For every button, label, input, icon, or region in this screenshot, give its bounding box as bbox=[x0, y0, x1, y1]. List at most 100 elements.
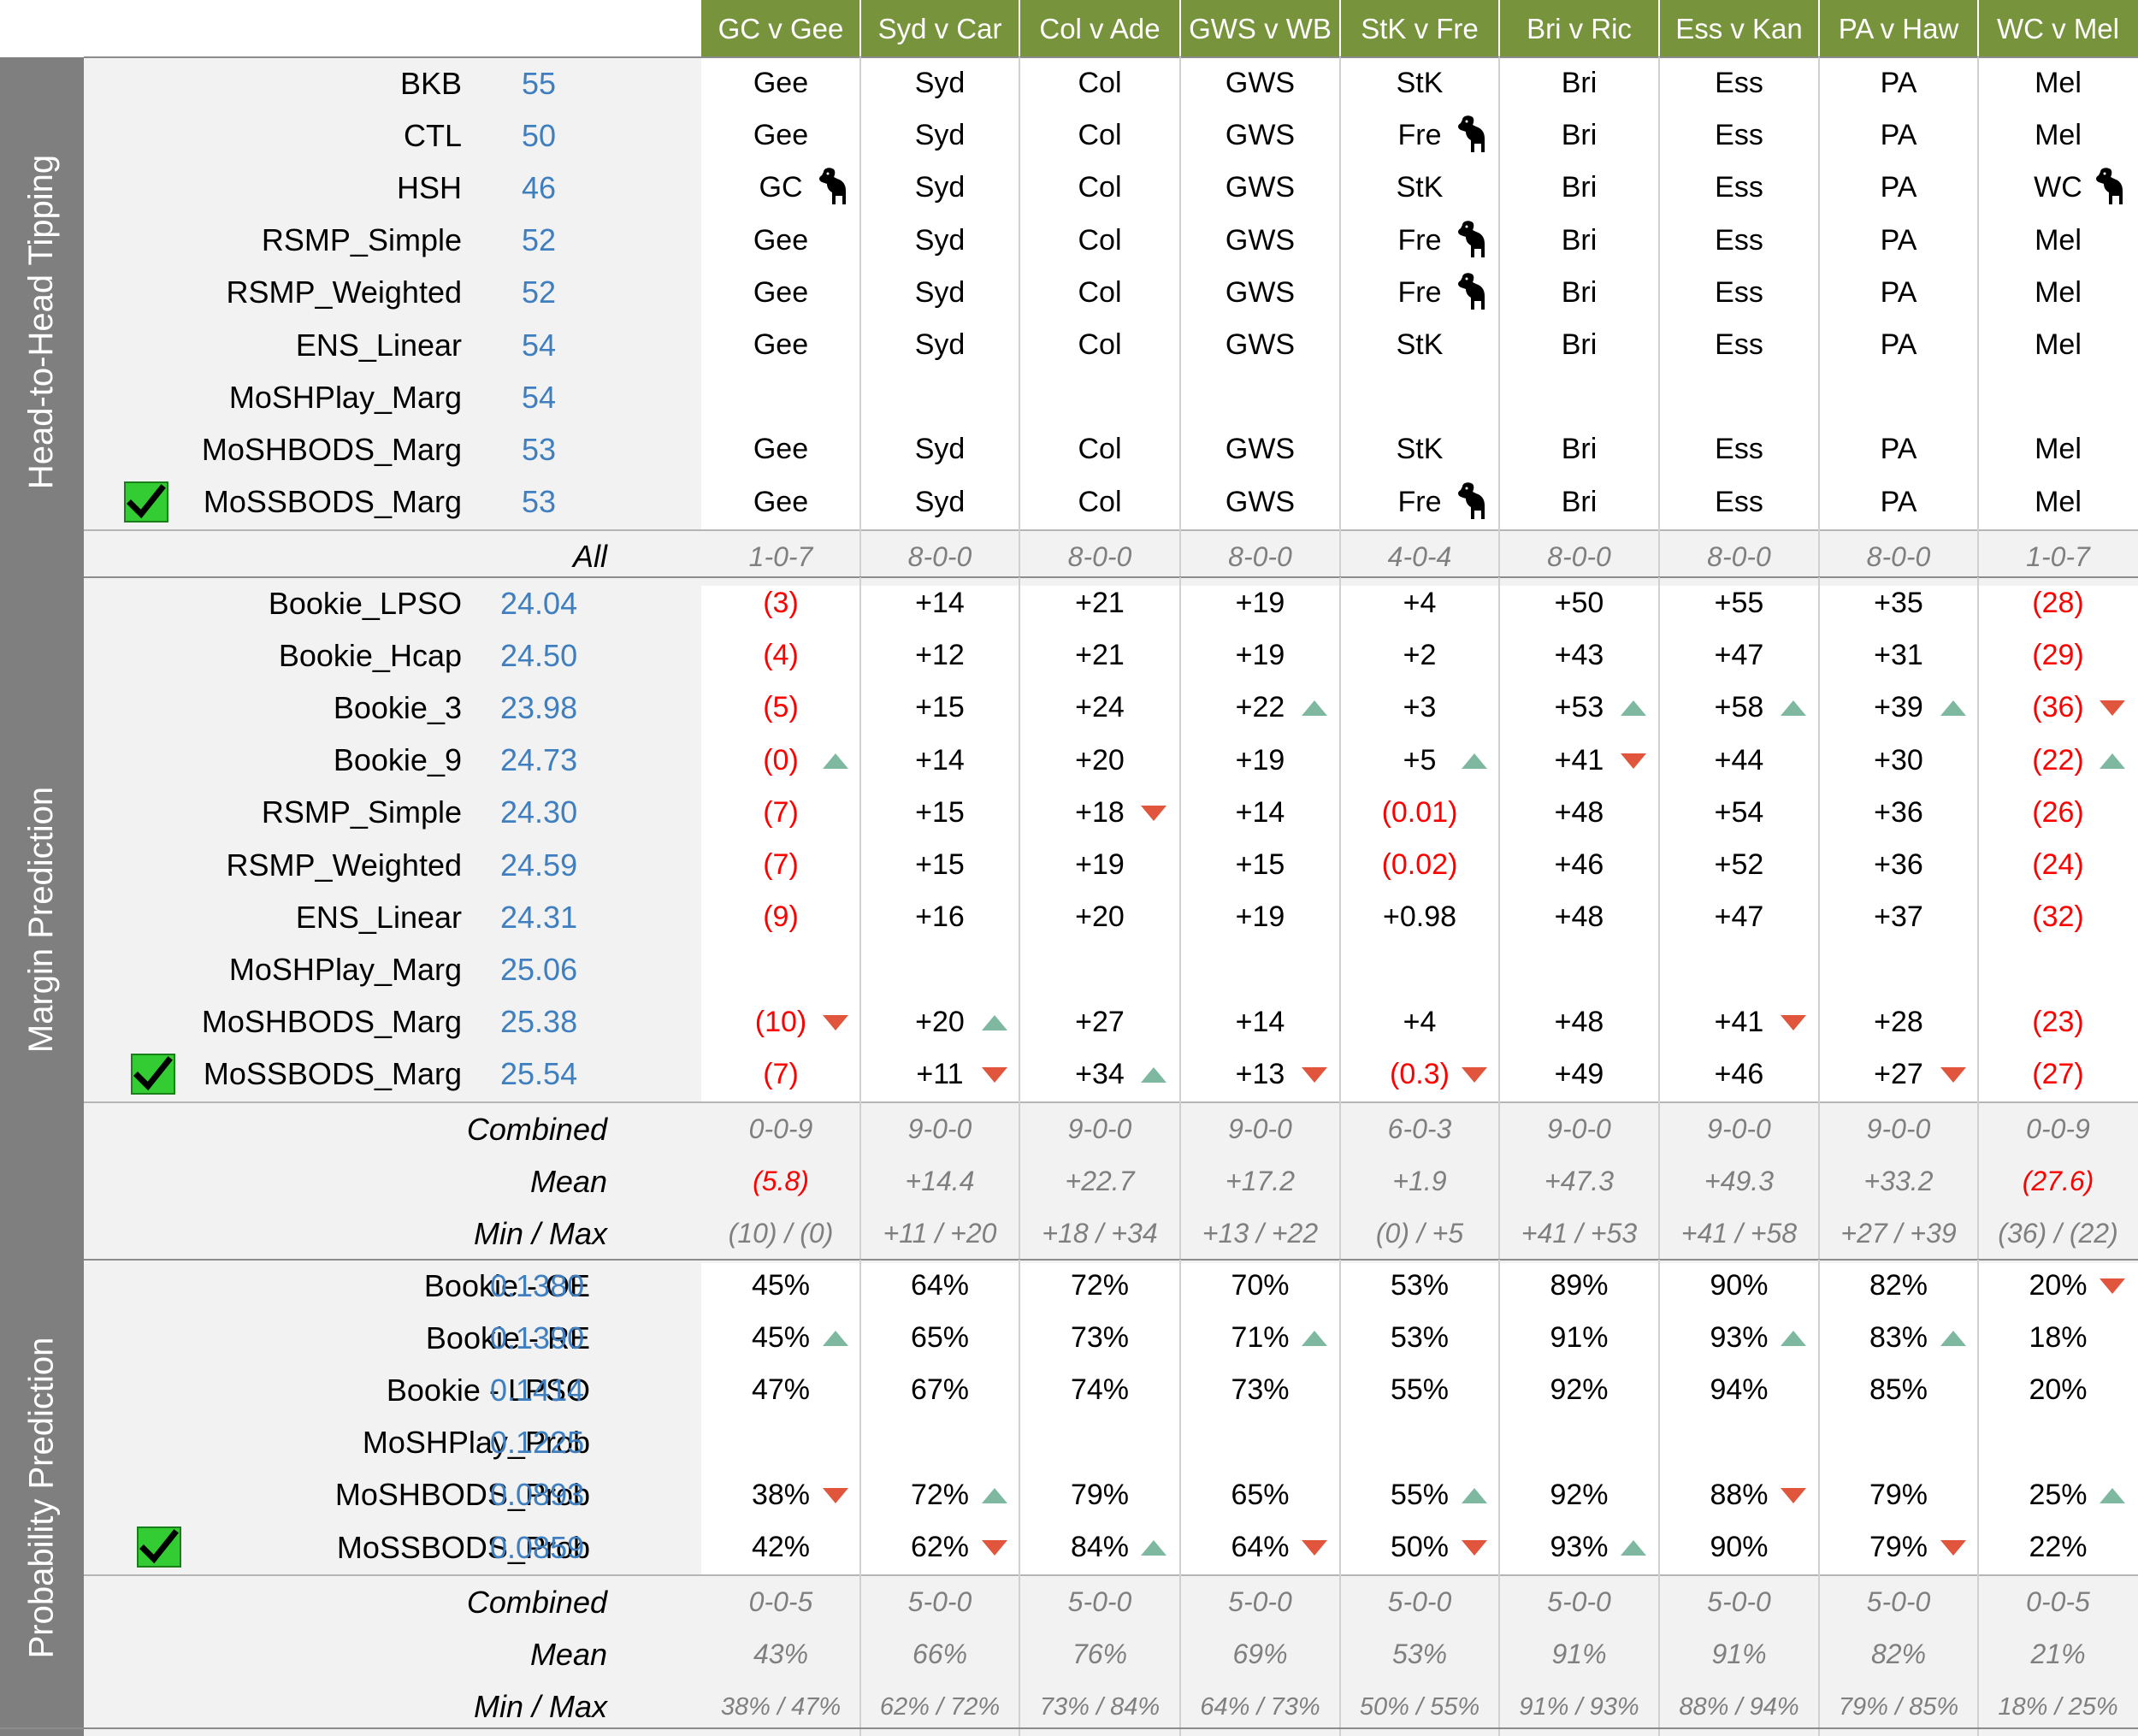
prediction-cell: +15 bbox=[1235, 848, 1285, 882]
column-divider bbox=[1818, 577, 1820, 1263]
prediction-cell: Syd bbox=[914, 485, 966, 518]
section-border bbox=[84, 56, 2138, 58]
model-score: 50 bbox=[522, 117, 557, 153]
prediction-cell: WC bbox=[2034, 171, 2082, 204]
model-score: 52 bbox=[522, 275, 557, 310]
prediction-cell: +14 bbox=[1235, 1005, 1285, 1038]
prediction-cell: +36 bbox=[1874, 848, 1923, 882]
section-border bbox=[84, 576, 2138, 578]
prediction-cell: PA bbox=[1880, 433, 1917, 466]
prediction-cell: +31 bbox=[1874, 639, 1923, 672]
prediction-cell: 47% bbox=[751, 1373, 811, 1407]
prediction-cell: (23) bbox=[2032, 1005, 2084, 1038]
summary-cell: 91% / 93% bbox=[1519, 1692, 1639, 1721]
prediction-cell: 89% bbox=[1550, 1269, 1609, 1302]
section-title: Margin Prediction bbox=[0, 577, 84, 1263]
model-score: 25.38 bbox=[500, 1004, 578, 1040]
column-divider bbox=[1179, 57, 1181, 586]
arrow-down-icon bbox=[1619, 752, 1648, 775]
summary-cell: +41 / +58 bbox=[1680, 1218, 1798, 1249]
model-name: Bookie_LPSO bbox=[268, 585, 462, 621]
prediction-cell: Mel bbox=[2035, 433, 2082, 466]
model-score: 25.54 bbox=[500, 1056, 578, 1092]
column-divider bbox=[1498, 57, 1500, 586]
prediction-cell: (3) bbox=[763, 587, 799, 620]
model-score: 0.1414 bbox=[490, 1372, 585, 1408]
summary-cell: +27 / +39 bbox=[1840, 1218, 1957, 1249]
dog-icon bbox=[817, 167, 851, 212]
prediction-cell: 90% bbox=[1710, 1531, 1769, 1564]
prediction-cell: Col bbox=[1078, 328, 1122, 362]
prediction-cell bbox=[1180, 371, 1340, 423]
prediction-cell: +19 bbox=[1235, 900, 1285, 934]
prediction-cell: Col bbox=[1078, 275, 1122, 309]
arrow-up-icon bbox=[1460, 752, 1489, 775]
summary-cell: 79% / 85% bbox=[1838, 1692, 1959, 1721]
prediction-cell: Fre bbox=[1397, 223, 1442, 257]
prediction-cell: PA bbox=[1880, 275, 1917, 309]
summary-cell: 8-0-0 bbox=[1707, 540, 1771, 572]
summary-cell: +1.9 bbox=[1392, 1166, 1447, 1197]
arrow-down-icon bbox=[1139, 804, 1168, 827]
prediction-cell: 83% bbox=[1869, 1321, 1928, 1355]
prediction-cell: (36) bbox=[2032, 691, 2084, 724]
prediction-cell: Ess bbox=[1715, 433, 1763, 466]
model-name: RSMP_Simple bbox=[261, 794, 462, 830]
model-name: Bookie_Hcap bbox=[278, 637, 462, 673]
prediction-cell: (32) bbox=[2032, 900, 2084, 934]
column-header: WC v Mel bbox=[1978, 0, 2138, 57]
prediction-cell bbox=[1019, 371, 1180, 423]
summary-cell: 82% bbox=[1870, 1639, 1927, 1670]
prediction-cell: +16 bbox=[915, 900, 965, 934]
summary-cell: (0) / +5 bbox=[1375, 1218, 1464, 1249]
prediction-cell: Syd bbox=[914, 171, 966, 204]
prediction-cell: +20 bbox=[1075, 743, 1125, 776]
prediction-cell: +2 bbox=[1403, 639, 1437, 672]
prediction-cell: (5) bbox=[763, 691, 799, 724]
prediction-cell: PA bbox=[1880, 67, 1917, 100]
column-divider bbox=[1498, 577, 1500, 1263]
prediction-cell: 25% bbox=[2029, 1478, 2088, 1511]
arrow-up-icon bbox=[1619, 1538, 1648, 1562]
summary-cell: +17.2 bbox=[1226, 1166, 1295, 1197]
prediction-cell: (9) bbox=[763, 900, 799, 934]
prediction-cell: +52 bbox=[1714, 848, 1764, 882]
prediction-cell: Ess bbox=[1715, 171, 1763, 204]
summary-cell: +11 / +20 bbox=[883, 1218, 997, 1249]
summary-cell: +22.7 bbox=[1065, 1166, 1135, 1197]
prediction-cell: Fre bbox=[1397, 275, 1442, 309]
prediction-cell: 72% bbox=[910, 1478, 970, 1511]
prediction-cell: PA bbox=[1880, 485, 1917, 518]
prediction-cell: +19 bbox=[1235, 639, 1285, 672]
section-title-text: Margin Prediction bbox=[22, 787, 61, 1054]
summary-cell: 43% bbox=[753, 1639, 809, 1670]
summary-cell: 5-0-0 bbox=[1866, 1586, 1931, 1618]
prediction-cell: +18 bbox=[1075, 795, 1125, 829]
summary-cell: 9-0-0 bbox=[1228, 1113, 1292, 1145]
arrow-down-icon bbox=[1300, 1066, 1329, 1089]
model-name: ENS_Linear bbox=[295, 327, 462, 363]
model-name: MoSHBODS_Prob bbox=[334, 1477, 590, 1513]
prediction-cell bbox=[1180, 1417, 1340, 1469]
prediction-cell: PA bbox=[1880, 171, 1917, 204]
arrow-up-icon bbox=[980, 1486, 1009, 1509]
prediction-cell: +11 bbox=[916, 1057, 964, 1090]
section-title-text: Head-to-Head Tipping bbox=[22, 154, 61, 489]
prediction-cell: +54 bbox=[1714, 795, 1764, 829]
prediction-cell: +14 bbox=[915, 743, 965, 776]
prediction-cell: GWS bbox=[1225, 223, 1296, 257]
prediction-cell: (24) bbox=[2032, 848, 2084, 882]
prediction-cell: Ess bbox=[1715, 275, 1763, 309]
summary-label: Mean bbox=[529, 1636, 607, 1672]
dog-icon bbox=[1456, 272, 1490, 317]
prediction-cell: +21 bbox=[1075, 587, 1125, 620]
prediction-cell: Mel bbox=[2035, 67, 2082, 100]
prediction-cell: Bri bbox=[1561, 119, 1598, 152]
column-divider bbox=[1019, 577, 1020, 1263]
prediction-cell: GWS bbox=[1225, 275, 1296, 309]
prediction-cell: +50 bbox=[1554, 587, 1604, 620]
prediction-cell: (0) bbox=[763, 743, 799, 776]
arrow-up-icon bbox=[1779, 1329, 1808, 1352]
check-icon bbox=[137, 1526, 181, 1568]
prediction-cell: (0.02) bbox=[1381, 848, 1458, 882]
